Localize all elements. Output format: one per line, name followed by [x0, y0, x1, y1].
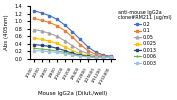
0.2 [79, 39, 81, 40]
0.025 [79, 53, 81, 54]
0.013 [64, 50, 66, 51]
0.05 [95, 55, 97, 56]
0.006 [110, 57, 112, 58]
0.2 [87, 46, 89, 47]
0.003 [110, 57, 112, 58]
0.006 [33, 48, 35, 49]
0.003 [95, 57, 97, 58]
0.2 [64, 24, 66, 26]
Line: 0.006: 0.006 [33, 47, 112, 59]
0.05 [79, 50, 81, 51]
Line: 0.003: 0.003 [33, 49, 112, 59]
0.006 [56, 50, 58, 52]
0.025 [110, 57, 112, 58]
0.013 [102, 57, 104, 58]
0.2 [102, 55, 104, 56]
0.05 [110, 56, 112, 58]
0.05 [56, 36, 58, 37]
0.013 [95, 56, 97, 58]
0.1 [64, 30, 66, 31]
0.1 [102, 55, 104, 56]
0.006 [102, 57, 104, 58]
0.025 [64, 46, 66, 47]
0.013 [110, 57, 112, 58]
0.2 [33, 10, 35, 11]
0.2 [41, 12, 43, 14]
0.2 [95, 52, 97, 53]
0.1 [110, 56, 112, 57]
0.05 [41, 30, 43, 32]
0.025 [71, 50, 73, 51]
0.025 [48, 41, 50, 42]
0.003 [71, 55, 73, 56]
0.013 [33, 44, 35, 45]
0.006 [41, 48, 43, 50]
Line: 0.2: 0.2 [33, 9, 112, 58]
0.2 [56, 19, 58, 20]
0.1 [79, 44, 81, 45]
0.006 [95, 56, 97, 58]
0.1 [95, 54, 97, 55]
Y-axis label: Abs (405nm): Abs (405nm) [4, 15, 9, 50]
0.05 [71, 45, 73, 46]
0.006 [48, 49, 50, 50]
0.025 [95, 56, 97, 57]
Line: 0.025: 0.025 [33, 37, 112, 59]
0.003 [41, 50, 43, 52]
Line: 0.05: 0.05 [33, 28, 112, 58]
0.05 [87, 53, 89, 54]
Legend: 0.2, 0.1, 0.05, 0.025, 0.013, 0.006, 0.003: 0.2, 0.1, 0.05, 0.025, 0.013, 0.006, 0.0… [117, 9, 173, 67]
0.013 [56, 48, 58, 49]
0.025 [102, 56, 104, 58]
0.006 [79, 55, 81, 56]
0.2 [71, 31, 73, 32]
0.025 [56, 43, 58, 44]
0.013 [87, 56, 89, 57]
0.025 [33, 38, 35, 39]
0.003 [64, 53, 66, 54]
0.1 [41, 20, 43, 21]
0.1 [87, 50, 89, 51]
0.1 [71, 36, 73, 38]
0.025 [41, 39, 43, 40]
0.013 [79, 55, 81, 56]
0.05 [64, 40, 66, 41]
0.1 [48, 22, 50, 23]
0.006 [87, 56, 89, 57]
0.003 [48, 51, 50, 52]
0.003 [56, 52, 58, 53]
0.025 [87, 55, 89, 56]
0.013 [48, 46, 50, 47]
0.003 [33, 50, 35, 51]
0.1 [56, 25, 58, 26]
0.2 [110, 56, 112, 57]
0.006 [71, 54, 73, 55]
0.006 [64, 52, 66, 53]
0.05 [102, 56, 104, 57]
0.003 [79, 56, 81, 57]
0.003 [102, 57, 104, 58]
0.003 [87, 56, 89, 58]
0.05 [33, 29, 35, 30]
Line: 0.013: 0.013 [33, 43, 112, 59]
0.1 [33, 18, 35, 19]
0.05 [48, 33, 50, 34]
X-axis label: Mouse IgG2a (Dilut./well): Mouse IgG2a (Dilut./well) [38, 91, 107, 96]
0.2 [48, 15, 50, 16]
0.013 [41, 45, 43, 46]
0.013 [71, 53, 73, 54]
Line: 0.1: 0.1 [33, 17, 112, 58]
